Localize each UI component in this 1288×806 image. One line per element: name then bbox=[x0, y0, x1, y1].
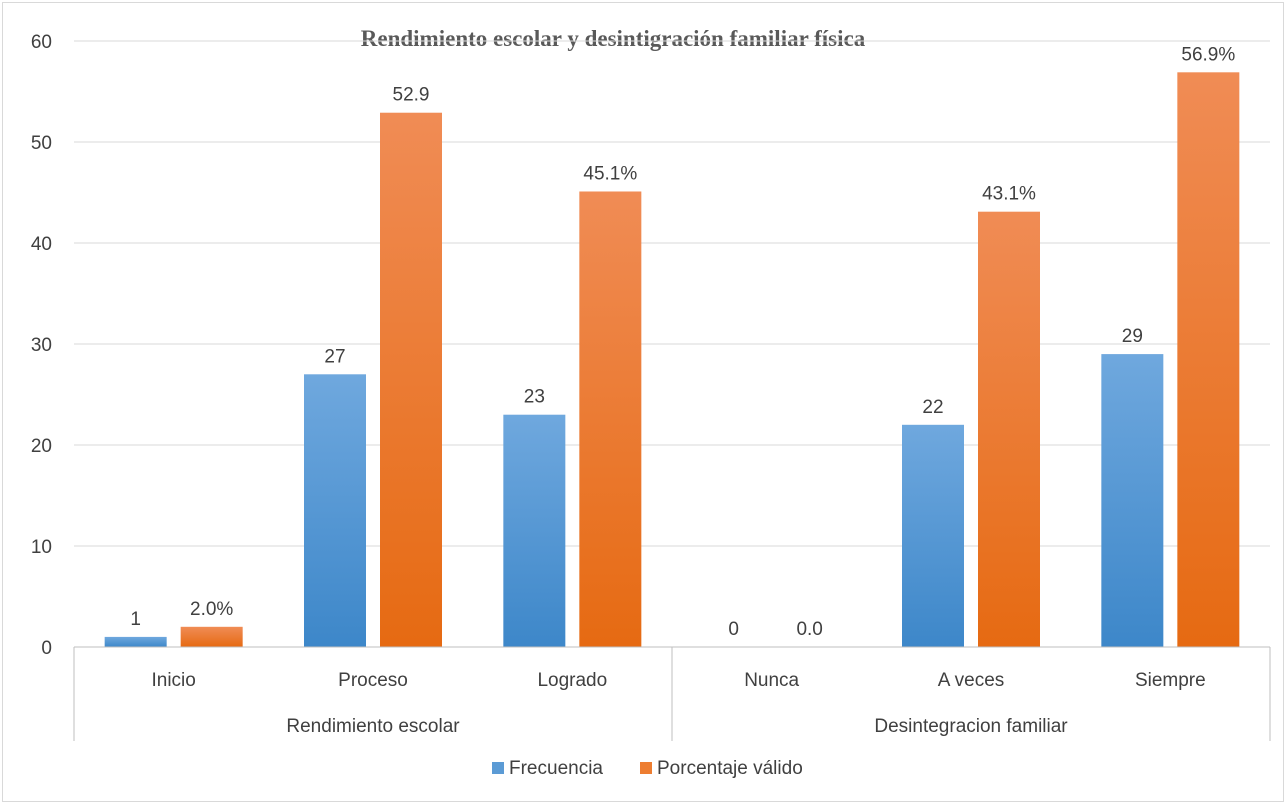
x-category-label: Siempre bbox=[1135, 670, 1206, 691]
data-label: 23 bbox=[524, 387, 545, 408]
y-tick-label: 20 bbox=[31, 436, 52, 457]
bar-porcentaje-válido bbox=[579, 191, 642, 648]
bars bbox=[104, 72, 1240, 648]
y-axis: 0 10 20 30 40 50 60 bbox=[31, 32, 52, 659]
y-tick-label: 30 bbox=[31, 335, 52, 356]
legend: Frecuencia Porcentaje válido bbox=[492, 758, 803, 779]
bar-frecuencia bbox=[1101, 354, 1164, 647]
bar-frecuencia bbox=[104, 636, 167, 647]
data-label: 22 bbox=[922, 397, 943, 418]
y-tick-label: 40 bbox=[31, 234, 52, 255]
data-label: 52.9 bbox=[393, 85, 430, 106]
x-category-label: Proceso bbox=[338, 670, 408, 691]
gridlines bbox=[74, 40, 1270, 547]
bar-frecuencia bbox=[304, 374, 366, 647]
data-label: 27 bbox=[324, 346, 345, 367]
legend-label: Porcentaje válido bbox=[657, 758, 803, 779]
data-label: 43.1% bbox=[982, 184, 1036, 205]
bar-porcentaje-válido bbox=[180, 626, 243, 647]
x-axis: Inicio Proceso Logrado Nunca A veces Siempre R… bbox=[73, 646, 1271, 741]
data-label: 0 bbox=[728, 619, 739, 640]
legend-swatch bbox=[640, 762, 652, 774]
bar-porcentaje-válido bbox=[1177, 72, 1240, 647]
data-label: 1 bbox=[130, 609, 141, 630]
chart-title: Rendimiento escolar y desintigración fam… bbox=[361, 26, 866, 51]
data-label: 45.1% bbox=[583, 163, 637, 184]
x-group-label: Rendimiento escolar bbox=[286, 716, 460, 737]
legend-swatch bbox=[492, 762, 504, 774]
x-category-label: Nunca bbox=[744, 670, 799, 691]
y-tick-label: 0 bbox=[41, 638, 52, 659]
x-category-label: Inicio bbox=[151, 670, 195, 691]
y-tick-label: 60 bbox=[31, 32, 52, 53]
data-label: 0.0 bbox=[796, 619, 822, 640]
x-category-label: Logrado bbox=[537, 670, 607, 691]
y-tick-label: 10 bbox=[31, 537, 52, 558]
bar-frecuencia bbox=[503, 414, 566, 647]
bar-porcentaje-válido bbox=[380, 112, 442, 647]
bar-porcentaje-válido bbox=[978, 211, 1040, 647]
x-group-label: Desintegracion familiar bbox=[874, 716, 1068, 737]
y-tick-label: 50 bbox=[31, 133, 52, 154]
x-category-label: A veces bbox=[938, 670, 1005, 691]
bar-frecuencia bbox=[902, 424, 964, 647]
data-label: 29 bbox=[1122, 326, 1143, 347]
data-label: 2.0% bbox=[190, 599, 233, 620]
data-labels: 1 2.0% 27 52.9 23 45.1% 0 0.0 22 43.1% 29 56.9% bbox=[130, 44, 1235, 640]
legend-label: Frecuencia bbox=[509, 758, 603, 779]
data-label: 56.9% bbox=[1181, 44, 1235, 65]
